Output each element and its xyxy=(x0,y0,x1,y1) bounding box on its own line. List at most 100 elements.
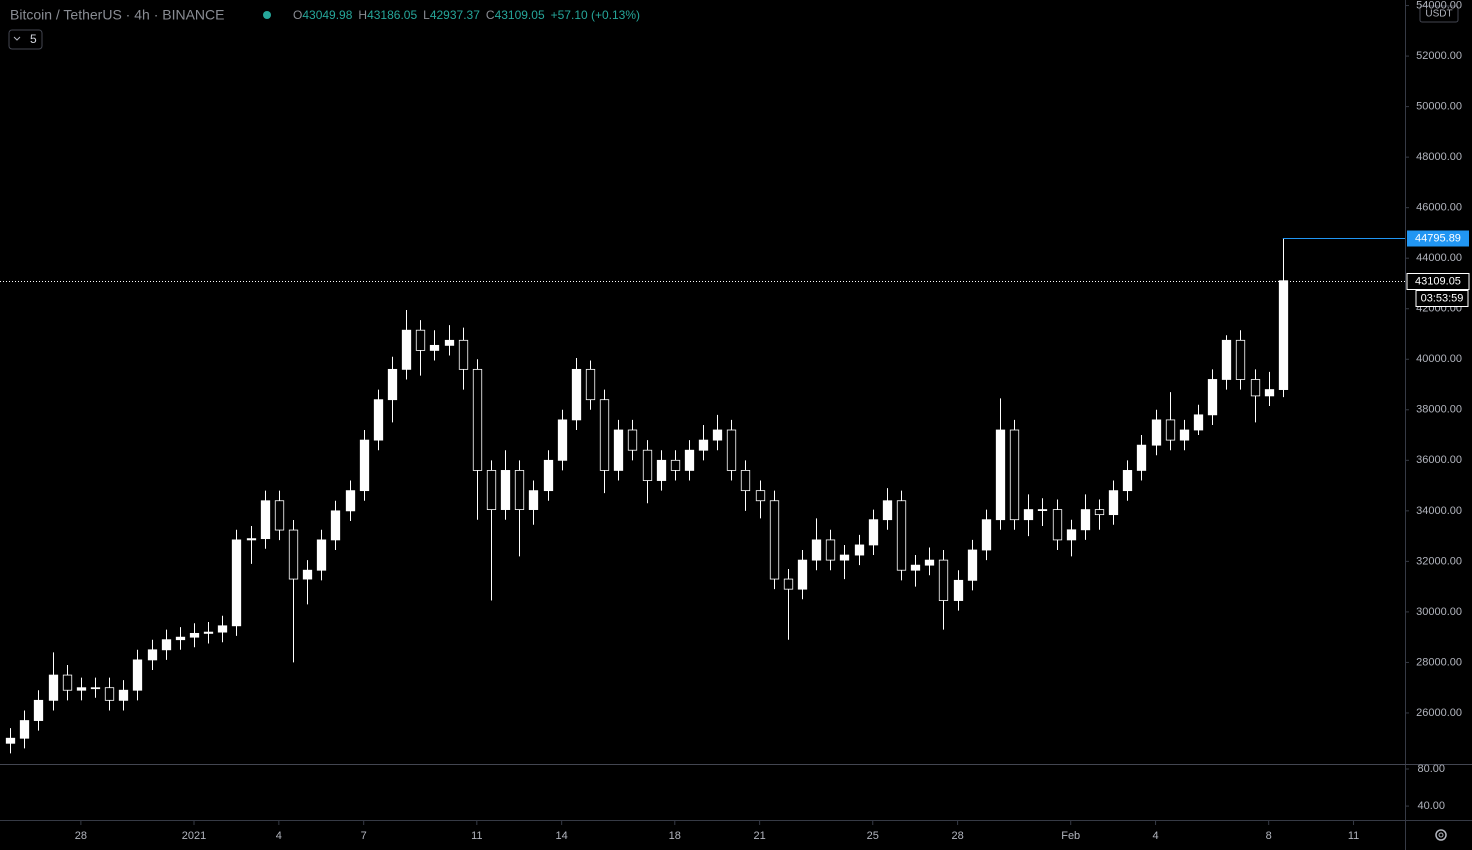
candle-body xyxy=(1235,339,1246,380)
x-tick-label: 11 xyxy=(1348,830,1359,842)
candle-body xyxy=(5,737,16,744)
candle-body xyxy=(797,559,808,590)
candle-body xyxy=(1207,379,1218,416)
candle-body xyxy=(132,659,143,691)
last-price-label: 43109.05 xyxy=(1415,275,1461,287)
last-price-box xyxy=(1406,273,1470,290)
y-tick-label: 28000.00 xyxy=(1416,656,1462,668)
y-tick-label: 34000.00 xyxy=(1416,505,1462,517)
y-tick-label: 32000.00 xyxy=(1416,555,1462,567)
candle-body xyxy=(175,636,186,641)
symbol-title[interactable]: Bitcoin / TetherUS · 4h · BINANCE xyxy=(10,7,224,23)
candle-body xyxy=(543,459,554,492)
candle-body xyxy=(316,539,327,571)
y-tick-label: 30000.00 xyxy=(1416,606,1462,618)
candle-body xyxy=(373,399,384,441)
settings-icon[interactable] xyxy=(1435,829,1447,841)
candle-body xyxy=(387,368,398,401)
candle-body xyxy=(104,687,115,701)
candle-body xyxy=(1094,509,1105,516)
candle-body xyxy=(288,529,299,580)
candle-body xyxy=(1221,339,1232,380)
candle-body xyxy=(147,649,158,661)
x-tick-label: 4 xyxy=(276,830,282,842)
candle-body xyxy=(500,470,511,510)
candle-body xyxy=(48,674,59,701)
x-tick-label: 25 xyxy=(867,830,879,842)
candle-body xyxy=(359,439,370,492)
high-price-box xyxy=(1407,230,1469,247)
x-tick-label: 2021 xyxy=(182,830,206,842)
candle-body xyxy=(811,539,822,561)
countdown: 03:53:59 xyxy=(1421,292,1464,304)
candle-body xyxy=(76,687,87,691)
candle-body xyxy=(486,470,497,510)
candle-body xyxy=(1108,490,1119,516)
x-tick-label: 18 xyxy=(669,830,681,842)
candle-body xyxy=(90,687,101,690)
y-tick-label: 46000.00 xyxy=(1416,202,1462,214)
candle-body xyxy=(472,368,483,471)
candle-body xyxy=(1066,529,1077,541)
candle-body xyxy=(458,339,469,370)
candle-body xyxy=(981,519,992,551)
x-tick-label: 8 xyxy=(1266,830,1272,842)
candle-body xyxy=(1278,280,1289,390)
candle-body xyxy=(203,631,214,634)
currency: USDT xyxy=(1425,9,1452,20)
candle-body xyxy=(839,554,850,561)
candle-body xyxy=(642,449,653,481)
candle-body xyxy=(62,674,73,691)
interval-button[interactable] xyxy=(8,29,43,50)
candle-body xyxy=(1250,379,1261,397)
candle-body xyxy=(302,569,313,580)
candle-body xyxy=(571,368,582,421)
y-tick-label: 40000.00 xyxy=(1416,353,1462,365)
candle-body xyxy=(1122,470,1133,492)
candle-body xyxy=(670,459,681,471)
y-tick-label: 50000.00 xyxy=(1416,101,1462,113)
candle-body xyxy=(1264,389,1275,397)
candle-body xyxy=(1037,509,1048,511)
candle-body xyxy=(726,429,737,471)
candle-body xyxy=(910,564,921,571)
candle-body xyxy=(345,490,356,512)
candle-body xyxy=(246,538,257,541)
y-tick-label: 26000.00 xyxy=(1416,707,1462,719)
candle-body xyxy=(684,449,695,471)
candle-body xyxy=(1052,509,1063,541)
ohlc-value: 43186.05 xyxy=(367,8,417,22)
candle-body xyxy=(217,625,228,633)
interval-value: 5 xyxy=(30,32,37,46)
price-change: +57.10 (+0.13%) xyxy=(551,8,640,22)
candle-body xyxy=(189,632,200,638)
candle-body xyxy=(1136,444,1147,471)
candle-body xyxy=(231,539,242,627)
candle-body xyxy=(740,470,751,492)
candle-body xyxy=(896,500,907,571)
x-tick-label: 28 xyxy=(951,830,963,842)
candle-body xyxy=(995,429,1006,521)
candle-body xyxy=(599,399,610,471)
candle-body xyxy=(557,419,568,461)
candle-body xyxy=(1023,509,1034,521)
candle-body xyxy=(613,429,624,471)
candle-body xyxy=(938,559,949,601)
candle-body xyxy=(1165,419,1176,441)
candle-body xyxy=(118,689,129,701)
candle-body xyxy=(274,500,285,531)
candle-body xyxy=(19,720,30,739)
candle-body xyxy=(1009,429,1020,521)
candle-body xyxy=(1080,509,1091,531)
ohlc-value: 43109.05 xyxy=(495,8,545,22)
candle-body xyxy=(1193,414,1204,431)
candle-body xyxy=(924,559,935,566)
y2-tick-label: 80.00 xyxy=(1417,763,1445,775)
candle-body xyxy=(161,639,172,651)
x-tick-label: 21 xyxy=(754,830,766,842)
currency-box[interactable] xyxy=(1419,5,1459,23)
candle-body xyxy=(415,329,426,351)
